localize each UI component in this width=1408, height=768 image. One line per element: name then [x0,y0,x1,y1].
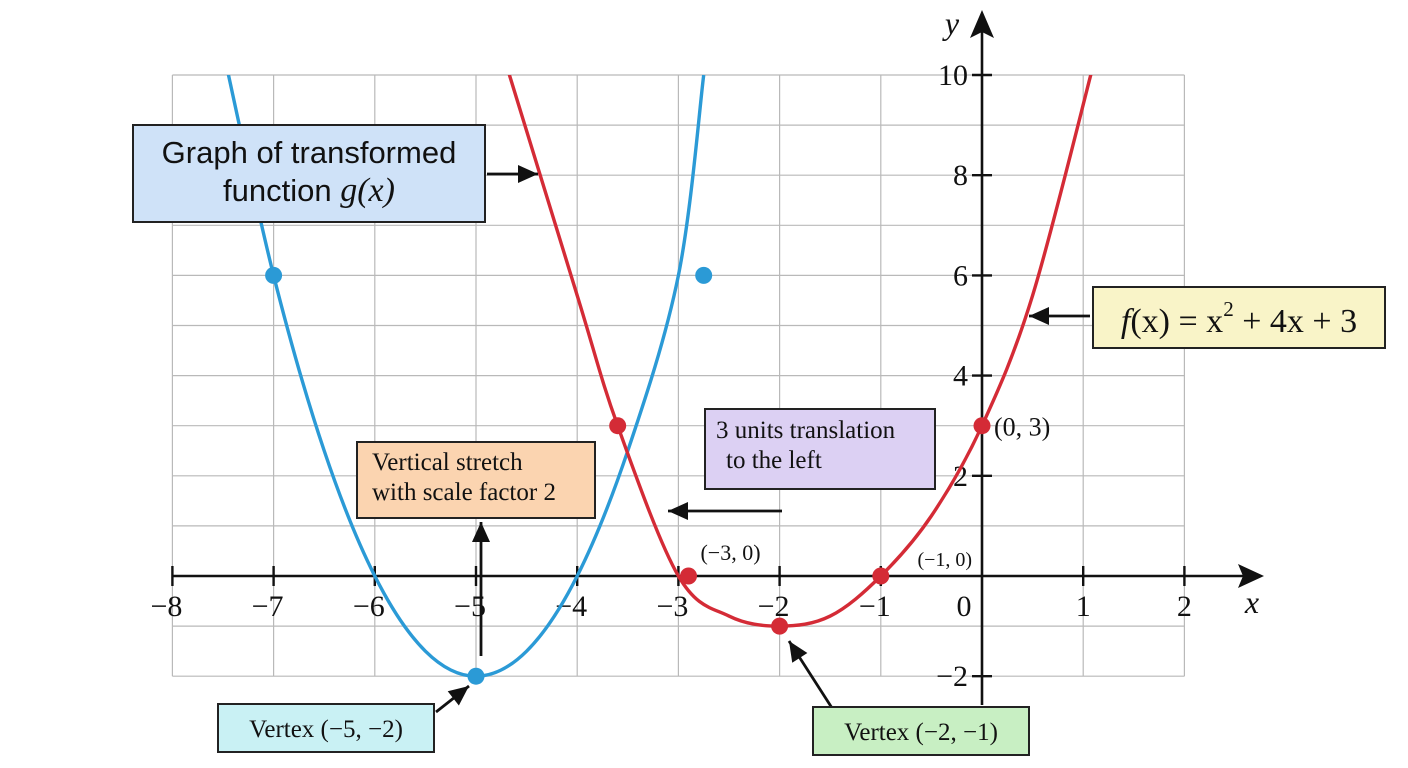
translation-line2: to the left [726,447,822,474]
translation-arrow-head [668,502,688,520]
g-point [467,667,485,685]
g-graph-callout-line2: function g(x) [134,171,484,212]
point-label-neg3-0: (−3, 0) [700,540,760,565]
f-equation-lhs: (x) = x [1130,302,1224,340]
g-point [265,266,283,284]
y-axis-label: y [942,5,960,41]
vertical-stretch-line1: Vertical stretch [372,449,523,476]
y-axis-arrowhead [970,10,994,38]
vertex-g-label: Vertex (−5, −2) [249,716,403,743]
y-tick-label: 6 [953,259,968,292]
points [265,266,991,685]
point-label-neg1-0: (−1, 0) [917,549,972,571]
vertex-g-callout: Vertex (−5, −2) [217,703,435,753]
translation-line1: 3 units translation [716,417,896,444]
vertex-f-arrow-head [789,641,808,663]
x-tick-label: 2 [1177,590,1192,623]
f-point [973,417,991,435]
y-tick-label: 10 [938,59,968,92]
f-equation-exponent: 2 [1223,297,1234,321]
x-tick-label: 0 [957,590,972,623]
f-curve [507,75,1093,628]
vertex-g-arrow-head [447,686,469,706]
vertical-stretch-callout: Vertical stretch with scale factor 2 [356,441,596,519]
x-tick-label: −8 [150,590,182,623]
translation-callout: 3 units translation to the left [704,408,936,490]
f-point [609,417,627,435]
x-tick-label: −7 [252,590,284,623]
f-equation-callout: f(x) = x2 + 4x + 3 [1092,286,1386,349]
f-point [771,617,789,635]
g-point [695,266,713,284]
x-axis-arrowhead [1238,564,1264,588]
x-axis-label: x [1244,584,1259,620]
g-graph-callout: Graph of transformed function g(x) [132,124,486,223]
f-equation-rhs: + 4x + 3 [1233,302,1358,340]
g-graph-callout-math: g(x) [340,172,395,210]
point-label-0-3: (0, 3) [994,413,1050,442]
x-tick-label: −1 [859,590,891,623]
y-tick-label: 2 [953,460,968,493]
f-point [872,567,890,585]
vertical-stretch-line2: with scale factor 2 [372,479,556,506]
g-graph-callout-line1: Graph of transformed [161,135,457,170]
annotation-arrows [435,165,1090,714]
y-tick-label: −2 [936,660,968,693]
g-graph-callout-prefix: function [223,173,341,209]
vertex-f-label: Vertex (−2, −1) [844,719,998,746]
x-tick-label: −3 [656,590,688,623]
y-tick-label: 8 [953,159,968,192]
vertical-stretch-arrow-head [472,522,490,542]
y-tick-label: 4 [953,360,968,393]
x-tick-label: −2 [758,590,790,623]
f-equation-f: f [1120,302,1131,340]
g-graph-arrow-head [518,165,538,183]
vertex-f-callout: Vertex (−2, −1) [812,706,1030,756]
f-point [680,567,698,585]
x-tick-label: 1 [1076,590,1091,623]
f-equation-arrow-head [1029,307,1049,325]
x-tick-label: −6 [353,590,385,623]
labels: (0, 3) (−3, 0) (−1, 0) [700,413,1050,571]
